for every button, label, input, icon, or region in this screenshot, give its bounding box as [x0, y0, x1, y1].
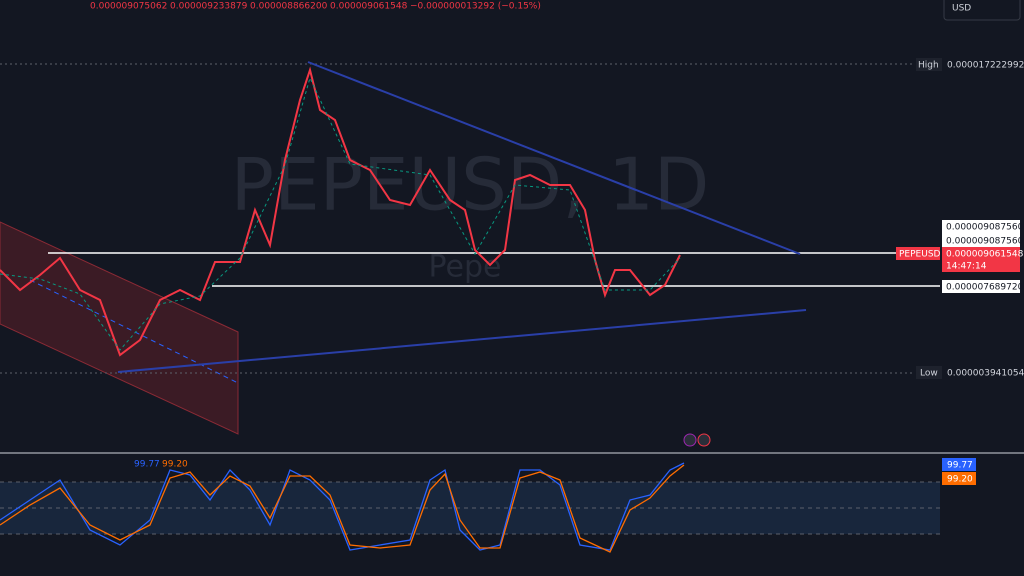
symbol-tag: PEPEUSD: [899, 250, 941, 260]
level-1: 0.000009087560: [946, 223, 1024, 233]
currency: USD: [952, 4, 971, 14]
symbol-tag-bg: [896, 247, 940, 260]
ohlc-open: 0.000009075062: [90, 2, 167, 12]
low-tag: Low: [920, 369, 938, 379]
osc-band: [0, 482, 940, 534]
channel-midline: [29, 279, 239, 384]
osc-k-badge-bg: [942, 458, 976, 471]
ohlc-header: 0.000009075062 0.000009233879 0.00000886…: [90, 2, 541, 12]
low-tag-bg: [916, 366, 942, 379]
ohlc-change: −0.000000013292 (−0.15%): [410, 2, 541, 12]
ohlc-low: 0.000008866200: [250, 2, 328, 12]
regression-channel: [0, 221, 239, 435]
ohlc-close: 0.000009061548: [330, 2, 408, 12]
high-value-bg: [943, 58, 1021, 71]
low-value: 0.000003941054: [947, 369, 1024, 379]
osc-k-value: 99.77: [134, 460, 160, 470]
osc-k-line: [0, 462, 685, 551]
currency-button[interactable]: [943, 0, 1021, 21]
level-2: 0.000009087560: [946, 237, 1024, 247]
osc-k-badge: 99.77: [947, 461, 973, 471]
last-price: 0.000009061548: [946, 250, 1024, 260]
high-value: 0.000017222992: [947, 61, 1024, 71]
level-3: 0.000007689720: [946, 283, 1024, 293]
event-icon[interactable]: [683, 433, 697, 447]
osc-d-badge-bg: [942, 472, 976, 485]
watermark-name: Pepe: [429, 250, 502, 285]
osc-d-line: [0, 464, 685, 553]
trendline-lower: [117, 309, 807, 373]
osc-d-badge: 99.20: [947, 475, 973, 485]
level-3-bg: [942, 280, 1020, 293]
level-box: [942, 220, 1020, 248]
countdown: 14:47:14: [946, 262, 987, 272]
event-icon[interactable]: [697, 433, 711, 447]
last-price-bg: [942, 247, 1020, 272]
ohlc-high: 0.000009233879: [170, 2, 248, 12]
trendline-upper: [307, 61, 801, 255]
price-wicks: [0, 76, 681, 351]
high-tag: High: [918, 61, 939, 71]
watermark-symbol: PEPEUSD, 1D: [231, 143, 710, 227]
osc-d-value: 99.20: [162, 460, 188, 470]
high-tag-bg: [916, 58, 942, 71]
